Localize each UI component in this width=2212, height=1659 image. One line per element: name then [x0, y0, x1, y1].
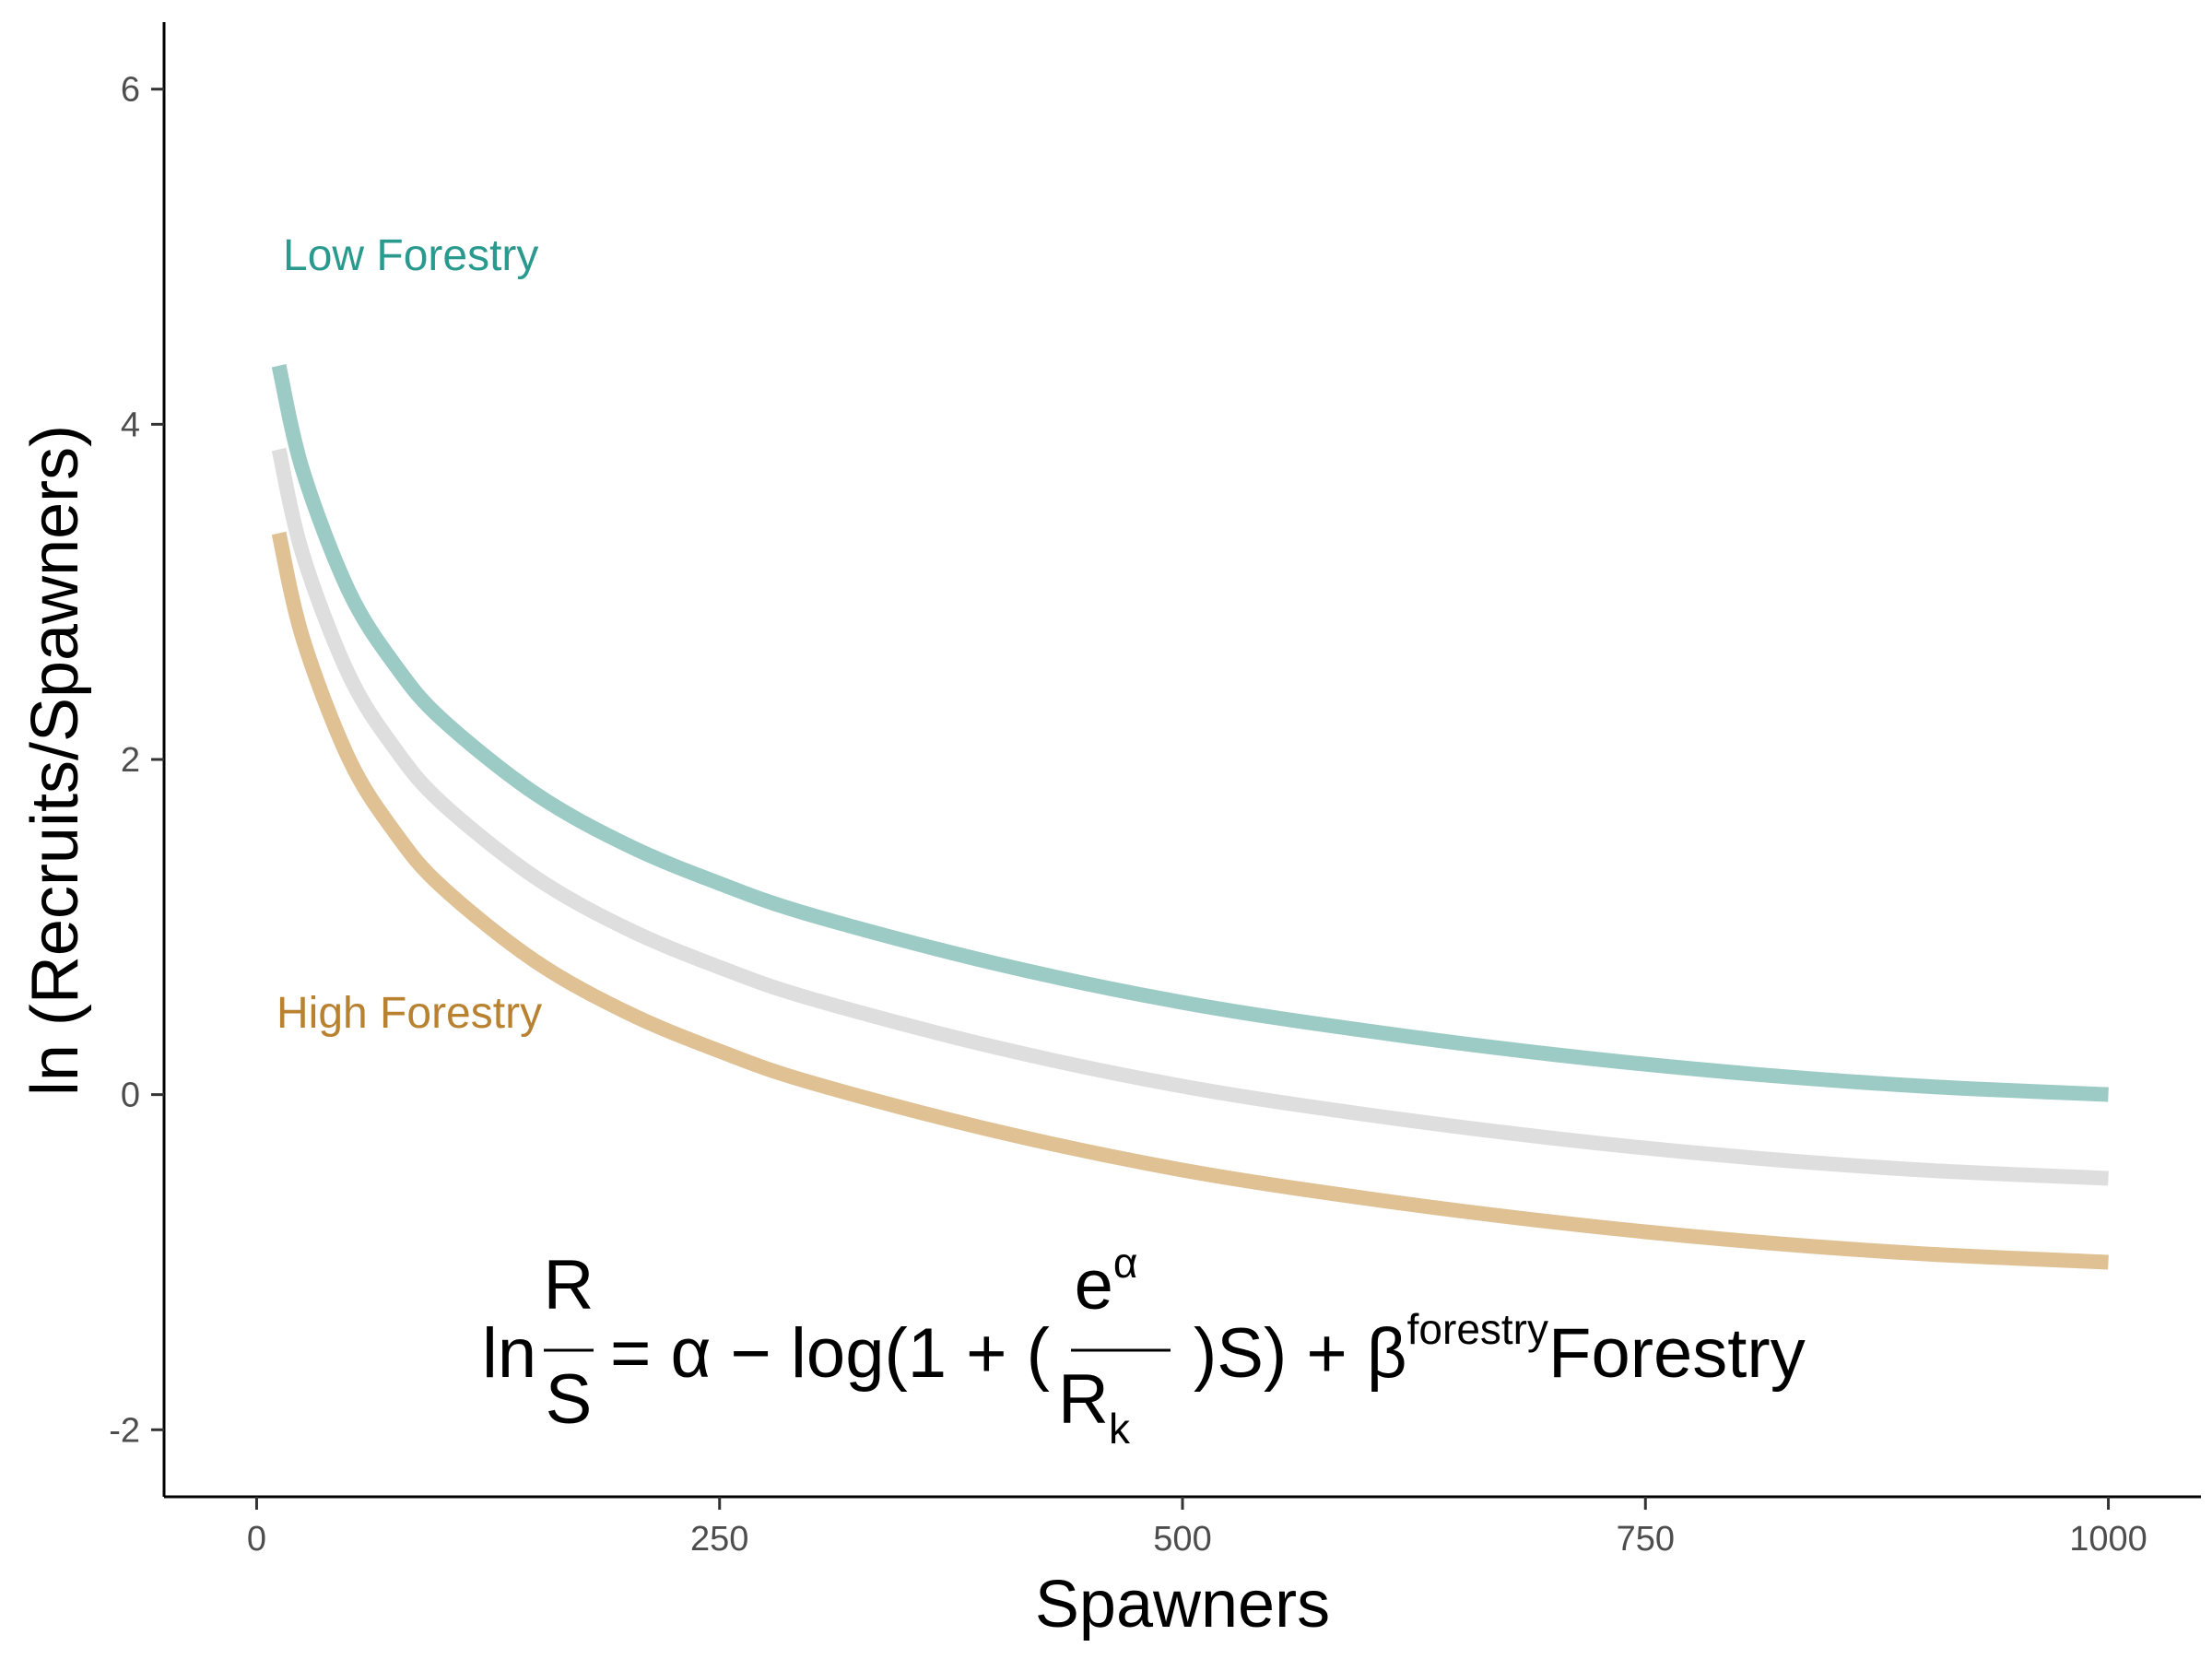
eq-ln: ln: [482, 1314, 536, 1393]
eq-frac2-den-sub: k: [1109, 1405, 1131, 1453]
eq-part2: )S) + βforestryForestry: [1194, 1305, 1806, 1393]
x-tick-label-500: 500: [1153, 1520, 1211, 1559]
ticks: 0 250 500 750 1000 -2 0 2 4 6: [109, 71, 2147, 1559]
eq-frac2-num-base: e: [1075, 1246, 1113, 1324]
y-tick-label-0: 0: [121, 1077, 140, 1115]
eq-frac2-num-sup: α: [1113, 1239, 1138, 1287]
x-tick-label-250: 250: [690, 1520, 748, 1559]
series-line-high-forestry: [271, 531, 2109, 1270]
eq-frac2-den-base: R: [1058, 1360, 1109, 1439]
eq-part2-text: )S) + β: [1194, 1314, 1407, 1393]
x-tick-label-0: 0: [247, 1520, 266, 1559]
y-tick-label-2: 2: [121, 741, 140, 780]
equation: ln R S = α − log(1 + ( eα Rk )S) + βfore…: [482, 1239, 1806, 1453]
x-tick-label-750: 750: [1617, 1520, 1675, 1559]
label-high-forestry: High Forestry: [276, 989, 542, 1038]
label-low-forestry: Low Forestry: [283, 231, 538, 280]
eq-part3: Forestry: [1548, 1314, 1806, 1393]
series-line-baseline: [271, 447, 2109, 1186]
y-tick-label--2: -2: [109, 1411, 140, 1450]
eq-frac2-num: eα: [1075, 1239, 1138, 1324]
y-axis-title: ln (Recruits/Spawners): [18, 425, 92, 1096]
y-tick-label-4: 4: [121, 406, 140, 444]
y-tick-label-6: 6: [121, 71, 140, 110]
eq-frac1-num: R: [544, 1246, 594, 1324]
eq-frac2-den: Rk: [1058, 1360, 1131, 1453]
eq-part1: = α − log(1 + (: [610, 1314, 1050, 1393]
eq-beta-sup: forestry: [1407, 1305, 1548, 1353]
series-layer: [271, 363, 2109, 1270]
eq-frac1-den: S: [546, 1360, 593, 1439]
x-tick-label-1000: 1000: [2069, 1520, 2147, 1559]
series-line-low-forestry: [271, 363, 2109, 1102]
x-axis-title: Spawners: [1035, 1568, 1330, 1641]
